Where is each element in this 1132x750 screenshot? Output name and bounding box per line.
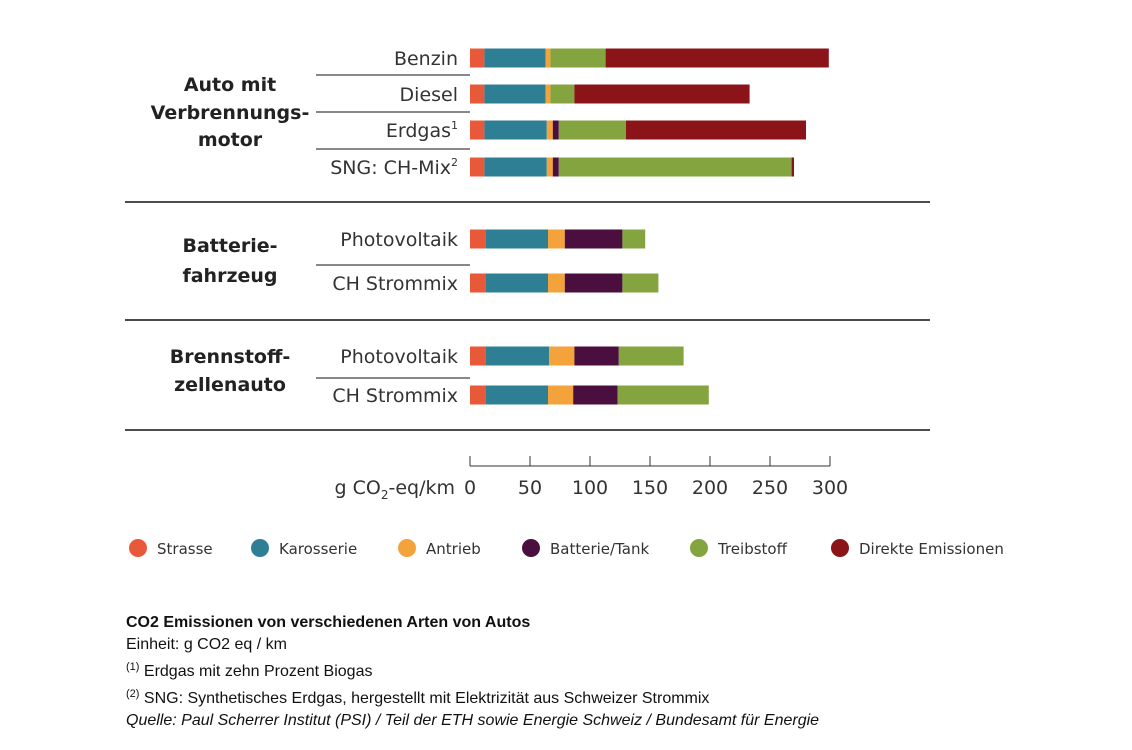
bar-segment: [622, 273, 659, 293]
x-tick-label: 0: [464, 477, 476, 499]
legend-label: Antrieb: [426, 540, 481, 558]
caption-note-2: (2) SNG: Synthetisches Erdgas, hergestel…: [126, 683, 1086, 710]
x-tick-label: 250: [752, 477, 788, 499]
bar-segment: [550, 48, 606, 68]
legend-marker: [831, 539, 849, 557]
caption-source: Quelle: Paul Scherrer Institut (PSI) / T…: [126, 712, 820, 729]
chart: Auto mit Verbrennungs-motor Benzin Diesel Er…: [125, 48, 1004, 558]
bar-segment: [470, 120, 485, 140]
bar-segment: [484, 84, 546, 104]
group-label: Auto mit: [184, 74, 276, 96]
group-label: motor: [198, 129, 263, 151]
category-label: Erdgas1: [386, 119, 458, 142]
bar-segment: [558, 157, 792, 177]
note-1-marker: (1): [126, 661, 140, 673]
legend-label: Treibstoff: [717, 540, 788, 558]
bar-segment: [485, 346, 550, 366]
bar-segment: [564, 273, 623, 293]
bar-segment: [605, 48, 829, 68]
x-tick-label: 300: [812, 477, 848, 499]
bar-segment: [548, 229, 565, 249]
legend-label: Karosserie: [279, 540, 357, 558]
bar-segment: [574, 346, 619, 366]
bar-segment: [548, 385, 574, 405]
group-label: zellenauto: [174, 374, 286, 396]
legend-label: Direkte Emissionen: [859, 540, 1004, 558]
bar-segment: [545, 84, 551, 104]
caption: CO2 Emissionen von verschiedenen Arten v…: [126, 612, 1086, 732]
bar-segment: [470, 346, 486, 366]
note-1-text: Erdgas mit zehn Prozent Biogas: [139, 663, 373, 680]
bar-segment: [548, 273, 565, 293]
bar-segment: [484, 157, 547, 177]
group-label: Batterie-: [182, 235, 277, 257]
bar-segment: [545, 48, 551, 68]
bar-segment: [622, 229, 646, 249]
bar-segment: [549, 346, 575, 366]
bar-segment: [546, 120, 553, 140]
category-label: Diesel: [400, 84, 458, 106]
bar-segment: [485, 273, 548, 293]
bar-segment: [626, 120, 806, 140]
category-label: SNG: CH-Mix2: [330, 156, 458, 179]
bar-segment: [791, 157, 794, 177]
bar-segment: [470, 229, 486, 249]
legend-marker: [129, 539, 147, 557]
category-label: CH Strommix: [332, 385, 458, 407]
category-label: Benzin: [394, 48, 458, 70]
x-axis-label: g CO2-eq/km: [335, 477, 456, 502]
bar-segment: [485, 229, 548, 249]
legend-marker: [251, 539, 269, 557]
note-2-marker: (2): [126, 688, 140, 700]
group-label: Verbrennungs-: [151, 102, 310, 124]
group-label: Brennstoff-: [170, 346, 291, 368]
legend-label: Batterie/Tank: [550, 540, 649, 558]
bar-segment: [550, 84, 575, 104]
legend-label: Strasse: [157, 540, 213, 558]
category-label: CH Strommix: [332, 273, 458, 295]
bar-segment: [558, 120, 626, 140]
bar-segment: [574, 84, 750, 104]
bar-segment: [573, 385, 618, 405]
bar-segment: [470, 84, 485, 104]
bar-segment: [617, 385, 709, 405]
bar-segment: [552, 120, 559, 140]
category-label: Photovoltaik: [340, 229, 458, 251]
caption-unit: Einheit: g CO2 eq / km: [126, 636, 287, 653]
bar-segment: [552, 157, 559, 177]
legend-marker: [398, 539, 416, 557]
bar-segment: [618, 346, 684, 366]
bar-segment: [470, 385, 486, 405]
note-2-text: SNG: Synthetisches Erdgas, hergestellt m…: [139, 690, 710, 707]
category-label: Photovoltaik: [340, 346, 458, 368]
legend-marker: [522, 539, 540, 557]
bar-segment: [470, 48, 485, 68]
caption-note-1: (1) Erdgas mit zehn Prozent Biogas: [126, 656, 1086, 683]
x-tick-label: 200: [692, 477, 728, 499]
legend-marker: [690, 539, 708, 557]
x-tick-label: 100: [572, 477, 608, 499]
bar-segment: [470, 273, 486, 293]
x-tick-label: 50: [518, 477, 542, 499]
caption-title: CO2 Emissionen von verschiedenen Arten v…: [126, 614, 531, 631]
bar-segment: [470, 157, 485, 177]
bar-segment: [546, 157, 553, 177]
x-tick-label: 150: [632, 477, 668, 499]
group-label: fahrzeug: [182, 265, 277, 287]
bar-segment: [485, 385, 548, 405]
bar-segment: [484, 120, 547, 140]
bar-segment: [564, 229, 623, 249]
bar-segment: [484, 48, 546, 68]
